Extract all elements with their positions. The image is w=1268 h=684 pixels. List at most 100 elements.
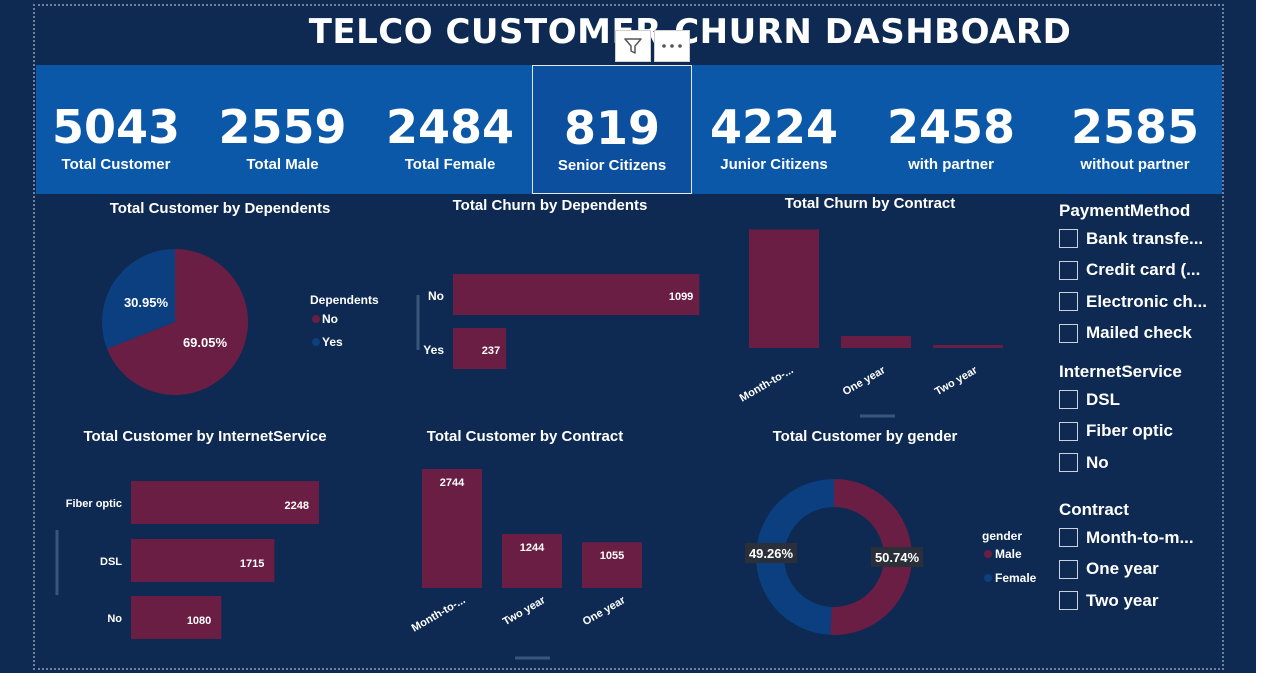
more-options-button[interactable] bbox=[654, 30, 690, 62]
donut-slice-female bbox=[755, 479, 834, 635]
donut-data-label: 50.74% bbox=[875, 550, 920, 565]
category-label: Two year bbox=[501, 594, 548, 628]
legend-marker bbox=[312, 315, 320, 323]
pie-data-label: 30.95% bbox=[124, 295, 169, 310]
checkbox[interactable] bbox=[1059, 292, 1078, 312]
slicer-item-label: Mailed check bbox=[1086, 323, 1192, 343]
category-label: One year bbox=[581, 594, 628, 628]
chart-title-churn-dependents: Total Churn by Dependents bbox=[452, 197, 648, 214]
bar-customer-contract-2 bbox=[582, 542, 642, 588]
chart-title-churn-contract: Total Churn by Contract bbox=[784, 195, 956, 212]
slicer-item[interactable]: Two year bbox=[1059, 585, 1229, 617]
bar-internet-0 bbox=[131, 481, 319, 524]
slicer-internet-service[interactable]: InternetService DSL Fiber optic No bbox=[1059, 362, 1229, 479]
category-label: Yes bbox=[423, 343, 444, 357]
pie-slice-yes bbox=[101, 248, 175, 349]
kpi-label: Total Female bbox=[404, 156, 496, 173]
data-label: 1715 bbox=[240, 558, 264, 570]
legend-marker bbox=[984, 550, 992, 558]
chart-title-internet-service: Total Customer by InternetService bbox=[83, 428, 327, 445]
kpi-value: 2559 bbox=[218, 100, 347, 154]
slicer-title: PaymentMethod bbox=[1059, 201, 1191, 220]
kpi-card-without-partner[interactable]: 2585 without partner bbox=[1050, 65, 1220, 194]
window-gutter bbox=[1256, 0, 1268, 684]
data-label: 2248 bbox=[284, 500, 308, 512]
slicer-item-label: No bbox=[1086, 452, 1109, 472]
bar-contract-0 bbox=[749, 229, 819, 348]
slicer-item[interactable]: DSL bbox=[1059, 384, 1229, 416]
slicer-item[interactable]: No bbox=[1059, 447, 1229, 479]
slicer-item[interactable]: Bank transfe... bbox=[1059, 223, 1229, 255]
slicer-item[interactable]: Credit card (... bbox=[1059, 255, 1229, 287]
legend-marker bbox=[312, 338, 320, 346]
kpi-card-total-male[interactable]: 2559 Total Male bbox=[200, 65, 365, 194]
kpi-label: Junior Citizens bbox=[720, 156, 828, 173]
filter-icon bbox=[624, 38, 642, 54]
kpi-label: with partner bbox=[908, 156, 994, 173]
slicer-item-label: DSL bbox=[1086, 389, 1120, 409]
category-label: Month-to-... bbox=[410, 594, 468, 634]
kpi-card-with-partner[interactable]: 2458 with partner bbox=[866, 65, 1036, 194]
slicer-item[interactable]: Month-to-m... bbox=[1059, 522, 1229, 554]
category-label: No bbox=[107, 613, 122, 625]
data-label: 1055 bbox=[600, 550, 624, 562]
slicer-item[interactable]: One year bbox=[1059, 554, 1229, 586]
bar-customer-contract-1 bbox=[502, 534, 562, 588]
bar-customer-contract-0 bbox=[422, 469, 482, 588]
legend-label: No bbox=[322, 312, 338, 326]
checkbox[interactable] bbox=[1059, 260, 1078, 280]
checkbox[interactable] bbox=[1059, 323, 1078, 343]
donut-slice-male bbox=[830, 479, 912, 635]
checkbox[interactable] bbox=[1059, 559, 1078, 579]
checkbox[interactable] bbox=[1059, 421, 1078, 441]
legend-marker bbox=[984, 574, 992, 582]
kpi-value: 819 bbox=[563, 101, 661, 155]
slicer-item[interactable]: Electronic ch... bbox=[1059, 286, 1229, 318]
slicer-title: InternetService bbox=[1059, 362, 1182, 381]
kpi-card-junior-citizens[interactable]: 4224 Junior Citizens bbox=[694, 65, 854, 194]
chart-title-gender-donut: Total Customer by gender bbox=[772, 428, 958, 445]
kpi-label: Total Male bbox=[246, 156, 319, 173]
checkbox[interactable] bbox=[1059, 453, 1078, 473]
window-bottom-band bbox=[0, 673, 1256, 684]
visual-header bbox=[615, 30, 690, 62]
legend-label: Male bbox=[995, 547, 1022, 561]
slicer-item-label: Month-to-m... bbox=[1086, 527, 1194, 547]
kpi-card-total-female[interactable]: 2484 Total Female bbox=[370, 65, 530, 194]
slicer-item-label: Two year bbox=[1086, 590, 1159, 610]
checkbox[interactable] bbox=[1059, 528, 1078, 548]
chart-title-customer-contract: Total Customer by Contract bbox=[426, 428, 624, 445]
checkbox[interactable] bbox=[1059, 229, 1078, 249]
data-label-bg bbox=[745, 543, 797, 563]
kpi-value: 2484 bbox=[385, 100, 515, 154]
category-label: DSL bbox=[100, 556, 122, 568]
slicer-item-label: Electronic ch... bbox=[1086, 291, 1207, 311]
kpi-card-senior-citizens[interactable]: 819 Senior Citizens bbox=[532, 65, 692, 194]
kpi-card-total-customer[interactable]: 5043 Total Customer bbox=[36, 65, 196, 194]
legend-label: Female bbox=[995, 571, 1037, 585]
slicer-item[interactable]: Fiber optic bbox=[1059, 416, 1229, 448]
more-options-icon bbox=[662, 44, 682, 48]
category-label: No bbox=[428, 289, 444, 303]
slicer-item[interactable]: Mailed check bbox=[1059, 318, 1229, 350]
data-label: 1244 bbox=[520, 542, 545, 554]
slicer-contract[interactable]: Contract Month-to-m... One year Two year bbox=[1059, 500, 1229, 617]
checkbox[interactable] bbox=[1059, 390, 1078, 410]
category-label: Two year bbox=[933, 364, 980, 398]
bar-no bbox=[453, 274, 700, 315]
pie-data-label: 69.05% bbox=[183, 335, 228, 350]
kpi-value: 2458 bbox=[886, 100, 1016, 154]
kpi-label: Total Customer bbox=[61, 156, 171, 173]
category-label: Month-to-... bbox=[738, 364, 796, 404]
slicer-item-label: Bank transfe... bbox=[1086, 228, 1204, 248]
pie-slice-no bbox=[107, 249, 248, 395]
data-label: 1080 bbox=[187, 615, 211, 627]
filter-button[interactable] bbox=[615, 30, 651, 62]
slicer-payment-method[interactable]: PaymentMethod Bank transfe... Credit car… bbox=[1059, 201, 1229, 349]
bar-yes bbox=[453, 328, 507, 369]
kpi-value: 4224 bbox=[709, 100, 839, 154]
kpi-value: 2585 bbox=[1070, 100, 1200, 154]
checkbox[interactable] bbox=[1059, 591, 1078, 611]
bar-internet-2 bbox=[131, 596, 222, 639]
